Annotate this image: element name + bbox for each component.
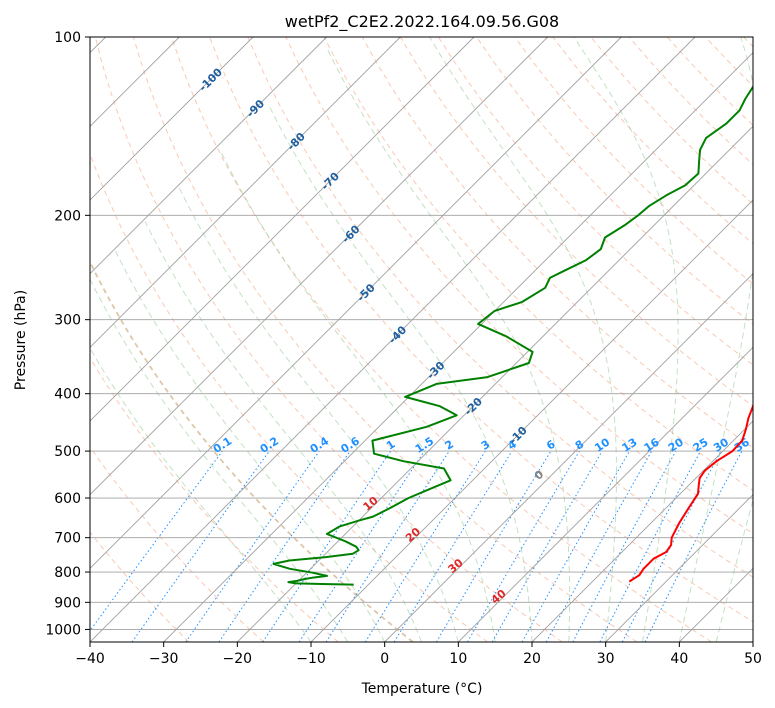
isotherm-line: [384, 273, 753, 642]
dry-adiabat-line: [399, 37, 753, 407]
isotherm-line: [237, 125, 753, 642]
isotherm-line: [90, 37, 401, 348]
mixing-ratio-line: [298, 450, 425, 642]
mixing-ratio-line: [90, 450, 223, 632]
isotherm-line: [90, 37, 696, 642]
moist-adiabat-line: [573, 37, 679, 642]
isotherm-line: [605, 494, 753, 642]
dry-adiabat-line: [247, 37, 753, 578]
temperature-trace: [628, 402, 753, 583]
moist-adiabat-line: [144, 221, 422, 642]
y-axis-label: Pressure (hPa): [13, 290, 29, 390]
moist-adiabat-line: [327, 49, 571, 642]
y-tick-label: 700: [54, 531, 81, 547]
mixing-ratio-line: [572, 450, 677, 642]
y-axis: 100 200 300 400 500 600 700 800 900 1000: [45, 30, 90, 638]
dry-adiabat-line: [361, 37, 753, 449]
moist-adiabat-line: [268, 104, 533, 642]
dry-adiabat-line: [90, 356, 339, 642]
isotherm-line: [90, 37, 622, 569]
dry-adiabats: [90, 37, 753, 642]
x-tick-label: 40: [670, 651, 688, 667]
x-tick-label: 0: [380, 651, 389, 667]
dry-adiabat-line: [90, 152, 488, 642]
moist-adiabat-line: [715, 498, 753, 642]
y-tick-label: 300: [54, 313, 81, 329]
moist-adiabat-line: [429, 37, 617, 642]
mixing-ratio-line: [262, 450, 392, 642]
chart-title: wetPf2_C2E2.2022.164.09.56.G08: [285, 12, 559, 32]
y-tick-label: 200: [54, 208, 81, 224]
moist-adiabat-line: [678, 37, 753, 642]
isotherm-line: [458, 346, 753, 642]
x-tick-label: −20: [223, 651, 253, 667]
y-tick-label: 600: [54, 491, 81, 507]
x-axis-label: Temperature (°C): [361, 681, 483, 697]
plot-area: 0.1 0.2 0.4 0.6 1 1.5 2 3 4 6 8 10 13 16 20 25 30 36-100-…: [90, 37, 753, 642]
mixing-ratio-line: [644, 450, 743, 642]
plot-frame: [89, 36, 754, 643]
x-tick-label: −40: [75, 651, 105, 667]
isotherm-line: [90, 37, 327, 275]
isotherm-line: [310, 199, 753, 642]
y-tick-label: 500: [54, 444, 81, 460]
isotherm-line: [531, 420, 753, 642]
x-axis: −40 −30 −20 −10 0 10 20 30 40 50: [75, 642, 762, 667]
mixing-ratio-lines: [90, 450, 743, 642]
y-tick-label: 400: [54, 387, 81, 403]
dry-adiabat-line: [209, 37, 753, 623]
moist-adiabat-line: [90, 277, 349, 642]
mixing-ratio-line: [521, 450, 630, 642]
mixing-ratio-line: [393, 450, 513, 642]
isotherm-line: [90, 37, 475, 422]
mixing-ratio-line: [218, 450, 351, 642]
x-tick-label: 20: [523, 651, 541, 667]
moist-adiabat-line: [115, 251, 386, 642]
dry-adiabat-line: [514, 37, 753, 285]
dry-adiabat-line: [90, 531, 190, 642]
y-tick-label: 100: [54, 30, 81, 46]
isotherm-line: [163, 52, 753, 642]
mixing-ratio-line: [185, 450, 320, 642]
y-tick-label: 1000: [45, 622, 81, 638]
dry-adiabat-line: [94, 37, 563, 642]
x-tick-label: 30: [597, 651, 615, 667]
x-tick-label: −30: [149, 651, 179, 667]
gridlines: [90, 37, 753, 642]
dewpoint-trace: [272, 85, 753, 586]
x-tick-label: −10: [296, 651, 326, 667]
isotherm-line: [90, 37, 548, 496]
mixing-ratio-line: [131, 450, 270, 642]
x-tick-label: 50: [744, 651, 762, 667]
isotherm-line: [90, 37, 254, 201]
x-tick-label: 10: [449, 651, 467, 667]
dry-adiabat-line: [90, 446, 264, 642]
y-tick-label: 800: [54, 565, 81, 581]
mixing-ratio-line: [545, 450, 653, 642]
y-tick-label: 900: [54, 595, 81, 611]
moist-adiabat-line: [90, 347, 312, 642]
dry-adiabat-line: [171, 37, 712, 642]
mixing-ratio-line: [325, 450, 450, 642]
sounding-traces: [272, 85, 753, 586]
